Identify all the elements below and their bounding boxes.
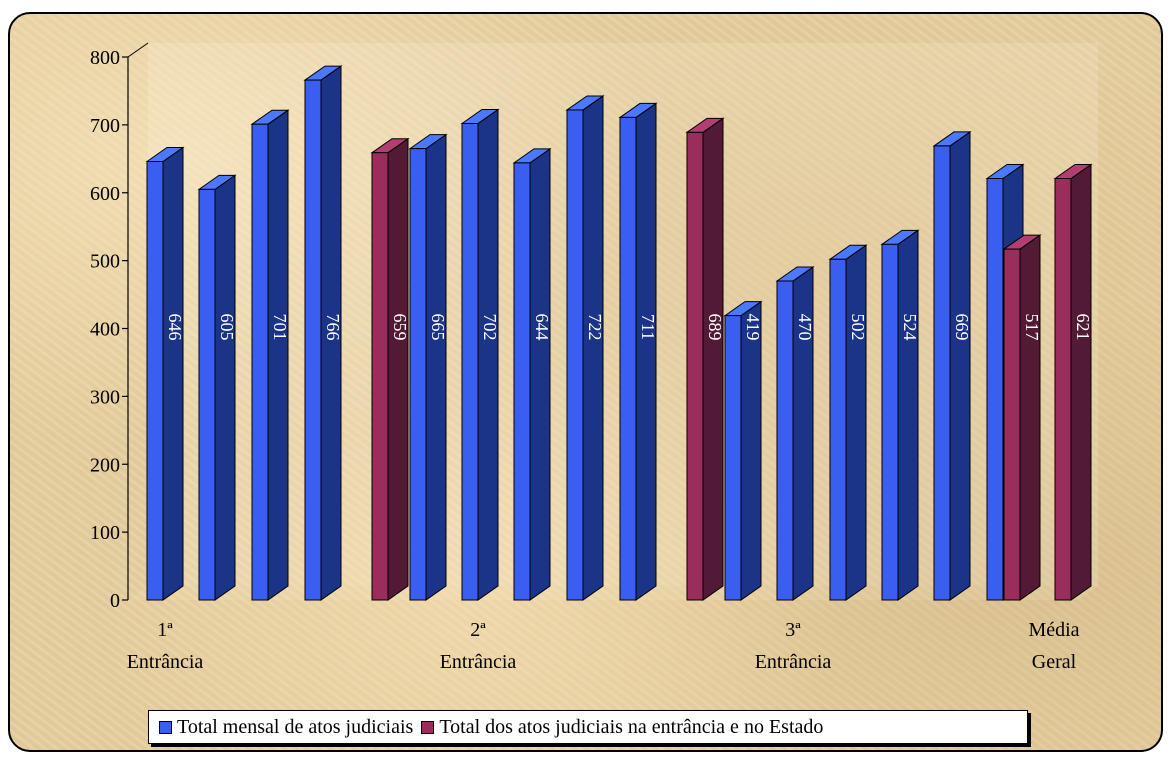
bar: 419 (723, 300, 763, 601)
y-tick-label: 100 (90, 522, 120, 544)
bar-value-label: 621 (1073, 314, 1093, 341)
bar-value-label: 701 (270, 314, 290, 341)
legend-item-total: Total dos atos judiciais na entrância e … (421, 716, 823, 739)
legend-label-monthly: Total mensal de atos judiciais (177, 715, 414, 738)
bar-value-label: 419 (743, 314, 763, 341)
bar-front (371, 152, 389, 601)
bar-side (702, 117, 724, 601)
bar-value-label: 659 (390, 314, 410, 341)
category-label-line2: Entrância (755, 651, 832, 673)
bar: 701 (250, 109, 290, 601)
bar: 517 (1002, 234, 1042, 601)
y-tick-label: 800 (90, 47, 120, 69)
bar-front (409, 148, 427, 601)
legend-label-total: Total dos atos judiciais na entrância e … (439, 715, 824, 738)
bar-value-label: 502 (848, 314, 868, 341)
bar: 646 (145, 146, 185, 601)
category-label-line1: Média (1028, 619, 1079, 641)
y-tick-label: 200 (90, 454, 120, 476)
bar-value-label: 646 (165, 314, 185, 341)
bar-value-label: 605 (217, 314, 237, 341)
bar: 689 (685, 117, 725, 601)
bar: 605 (197, 174, 237, 601)
bar: 722 (565, 94, 605, 601)
bar: 644 (512, 147, 552, 601)
bar-side (529, 147, 551, 601)
bar-front (146, 161, 164, 601)
bar: 524 (880, 229, 920, 601)
legend-item-monthly: Total mensal de atos judiciais (159, 716, 413, 739)
category-label-line2: Entrância (440, 651, 517, 673)
bar-side (897, 229, 919, 601)
y-tick-label: 300 (90, 386, 120, 408)
bar: 711 (618, 102, 658, 601)
bar-front (619, 116, 637, 601)
bar-side (1019, 234, 1041, 601)
bar: 659 (370, 137, 410, 601)
bar-side (845, 244, 867, 601)
bar-value-label: 669 (952, 314, 972, 341)
bar-side (425, 133, 447, 601)
bar-value-label: 711 (638, 314, 658, 340)
bar-side (214, 174, 236, 601)
bar-side (387, 137, 409, 601)
y-tick-label: 600 (90, 183, 120, 205)
bar-front (566, 109, 584, 601)
bar-front (881, 243, 899, 601)
bar-front (461, 123, 479, 601)
y-tick-label: 500 (90, 251, 120, 273)
bar-value-label: 524 (900, 314, 920, 341)
category-label-line2: Geral (1032, 651, 1077, 673)
bar: 621 (1053, 163, 1093, 601)
bar-side (949, 130, 971, 601)
bar-value-label: 722 (585, 314, 605, 341)
bar: 665 (408, 133, 448, 601)
bar-side (267, 109, 289, 601)
bar-value-label: 470 (795, 314, 815, 341)
bar-side (740, 300, 762, 601)
bar-side (1070, 163, 1092, 601)
bar-front (776, 280, 794, 601)
bar-side (635, 102, 657, 601)
bar-side (582, 94, 604, 601)
bar-side (162, 146, 184, 601)
category-label-line1: 2ª (470, 619, 486, 641)
category-label-line1: 3ª (785, 619, 801, 641)
y-tick-label: 400 (90, 319, 120, 341)
y-axis-depth-line (127, 42, 149, 58)
bar-value-label: 665 (428, 314, 448, 341)
bar-front (513, 162, 531, 601)
category-label-line1: 1ª (157, 619, 173, 641)
legend-swatch-monthly (159, 720, 172, 734)
bar: 470 (775, 266, 815, 601)
bar: 669 (932, 130, 972, 601)
bar-front (251, 123, 269, 601)
bar-front (1054, 177, 1072, 601)
bar-value-label: 644 (532, 314, 552, 341)
bar-front (829, 258, 847, 601)
category-label-line2: Entrância (127, 651, 204, 673)
bar-front (304, 79, 322, 601)
legend-swatch-total (421, 720, 435, 734)
y-tick-label: 700 (90, 115, 120, 137)
chart-legend: Total mensal de atos judiciais Total dos… (148, 710, 1028, 744)
bar-front (986, 177, 1004, 601)
bar-value-label: 702 (480, 314, 500, 341)
bar: 502 (828, 244, 868, 601)
bar-value-label: 766 (323, 314, 343, 341)
bar: 766 (303, 65, 343, 601)
bar-front (686, 131, 704, 601)
bar-front (724, 315, 742, 601)
y-tick-label: 0 (110, 590, 120, 612)
bar-front (933, 145, 951, 601)
bar-value-label: 517 (1022, 314, 1042, 341)
bar-front (198, 188, 216, 601)
bar-value-label: 689 (705, 314, 725, 341)
bar-front (1003, 248, 1021, 601)
bar: 702 (460, 108, 500, 601)
bar-side (477, 108, 499, 601)
